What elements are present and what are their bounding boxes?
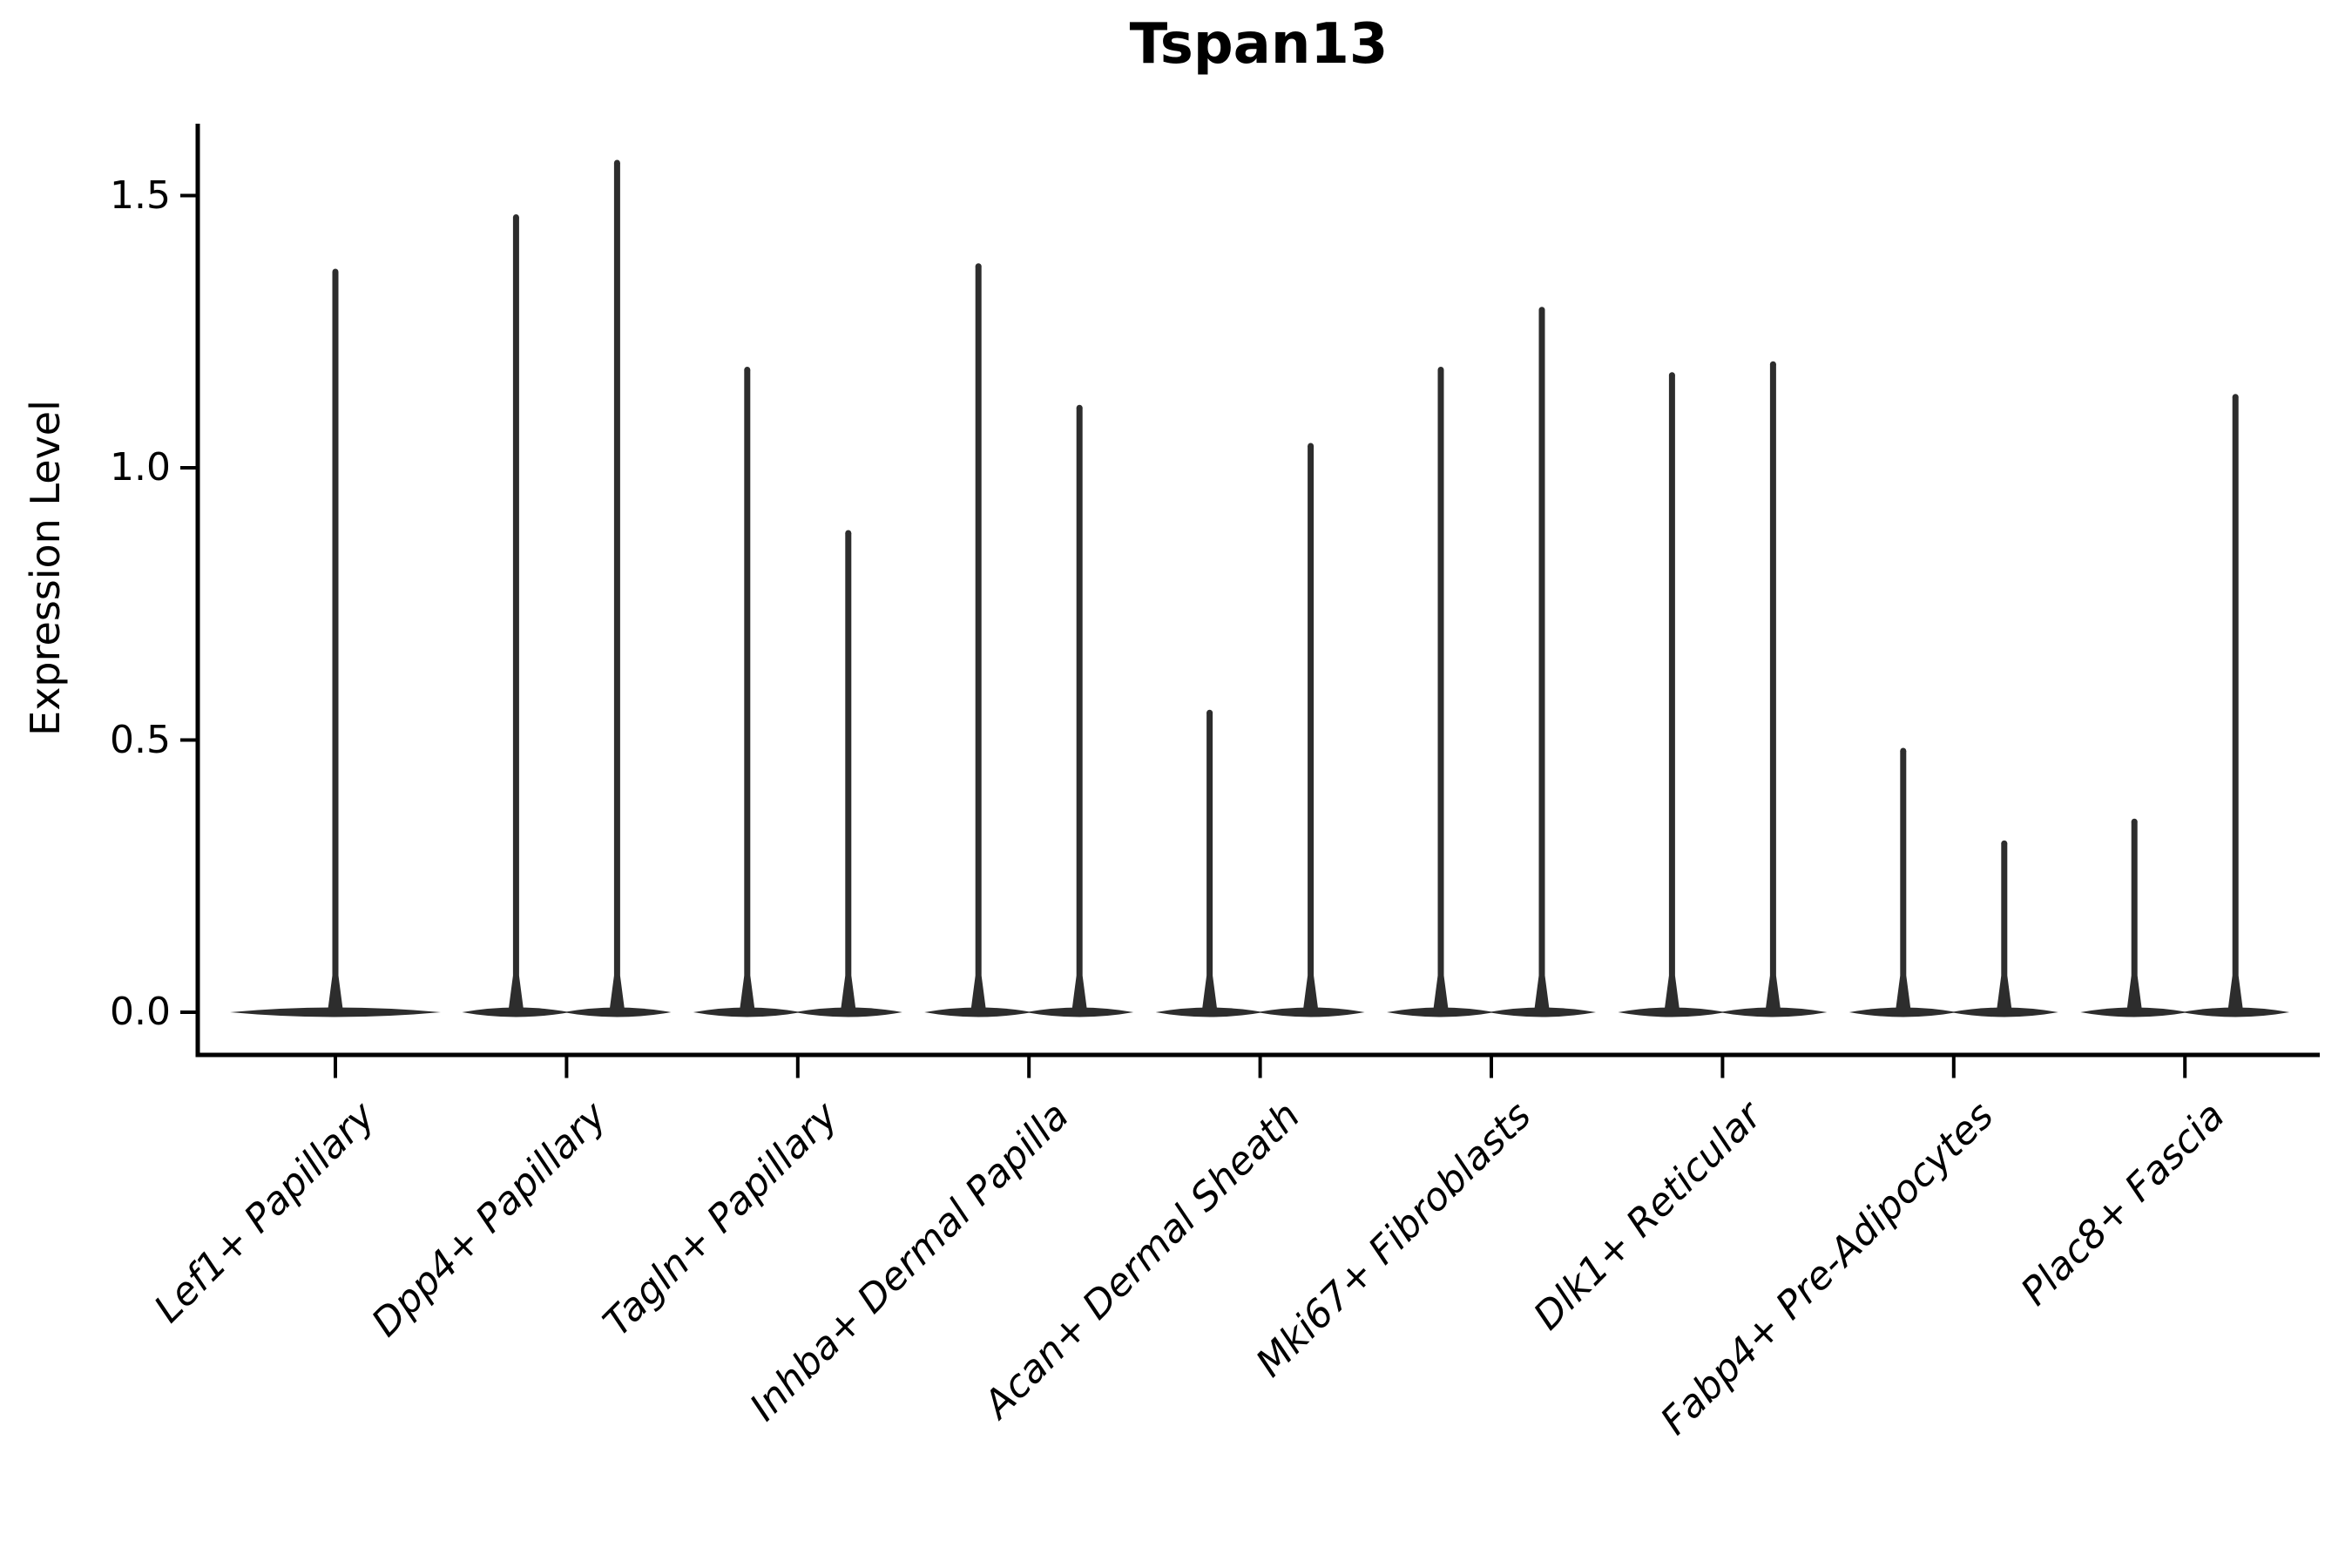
violin-spike-tip [1206, 709, 1213, 716]
violin-spike [328, 272, 343, 1012]
chart-title: Tspan13 [1129, 12, 1389, 77]
violin-spike-tip [845, 530, 852, 537]
violin-spike-tip [613, 159, 620, 166]
violin-spike [1664, 375, 1680, 1012]
violin-spike-tip [1538, 307, 1545, 314]
y-tick-label: 1.5 [110, 172, 171, 218]
violin-spike [1765, 364, 1781, 1012]
violin-spike-tip [2232, 394, 2239, 401]
violin-spike [508, 217, 524, 1012]
violin-spike-tip [2131, 818, 2138, 825]
violin-spike [1433, 369, 1449, 1012]
y-tick-label: 1.0 [110, 445, 171, 490]
violin-spike-tip [1668, 372, 1675, 379]
violin-spike [1534, 309, 1550, 1012]
violin-spike-tip [1769, 361, 1776, 368]
violin-spike [609, 163, 625, 1012]
violin-spike [840, 533, 856, 1012]
violin-spike-tip [1900, 747, 1907, 754]
violin-spike [1071, 408, 1088, 1012]
violin-spike-tip [1308, 443, 1315, 449]
violin-spike-tip [2001, 840, 2008, 847]
violin-spike-tip [332, 268, 339, 275]
violin-spike-tip [1437, 367, 1444, 373]
y-tick-label: 0.5 [110, 717, 171, 762]
y-tick-label: 0.0 [110, 990, 171, 1034]
violin-spike [1302, 446, 1319, 1012]
violin-spike [2227, 396, 2244, 1012]
violin-spike [1895, 751, 1911, 1012]
violin-spike [970, 266, 987, 1012]
violin-spike [739, 369, 755, 1012]
violin-spike [1201, 713, 1218, 1012]
y-axis-label: Expression Level [22, 400, 69, 736]
violin-spike-tip [1076, 404, 1083, 411]
violin-spike-tip [512, 214, 519, 220]
violin-spike-tip [975, 263, 982, 270]
violin-spike [1996, 843, 2012, 1012]
violin-spike-tip [744, 367, 751, 373]
violin-spike [2126, 821, 2143, 1012]
